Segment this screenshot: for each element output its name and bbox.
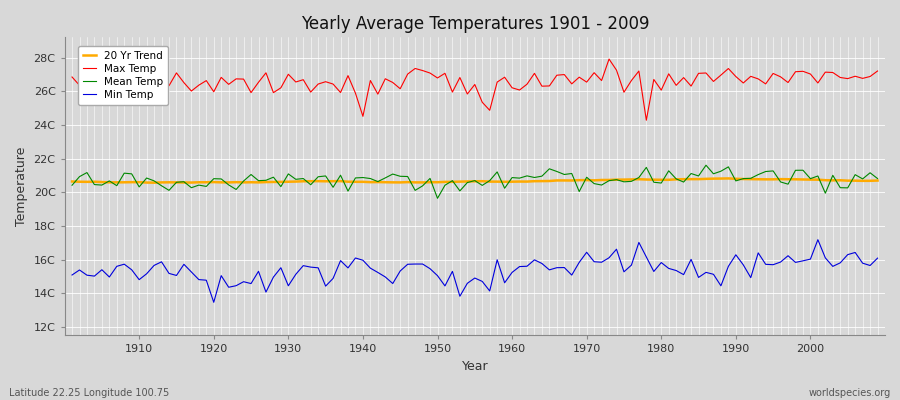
- Mean Temp: [507, 175, 517, 180]
- Max Temp: [291, 80, 302, 84]
- Title: Yearly Average Temperatures 1901 - 2009: Yearly Average Temperatures 1901 - 2009: [301, 15, 649, 33]
- Mean Temp: [335, 173, 346, 178]
- Mean Temp: [291, 177, 302, 182]
- Mean Temp: [67, 183, 77, 188]
- Min Temp: [604, 255, 615, 260]
- Text: Latitude 22.25 Longitude 100.75: Latitude 22.25 Longitude 100.75: [9, 388, 169, 398]
- Mean Temp: [872, 176, 883, 181]
- Legend: 20 Yr Trend, Max Temp, Mean Temp, Min Temp: 20 Yr Trend, Max Temp, Mean Temp, Min Te…: [78, 46, 168, 105]
- X-axis label: Year: Year: [462, 360, 488, 373]
- Min Temp: [298, 263, 309, 268]
- Text: worldspecies.org: worldspecies.org: [809, 388, 891, 398]
- Min Temp: [67, 273, 77, 278]
- 20 Yr Trend: [507, 179, 517, 184]
- Max Temp: [67, 75, 77, 80]
- 20 Yr Trend: [148, 180, 159, 185]
- Max Temp: [507, 85, 517, 90]
- Line: Mean Temp: Mean Temp: [72, 165, 878, 198]
- Max Temp: [596, 78, 607, 83]
- Max Temp: [641, 118, 652, 123]
- 20 Yr Trend: [67, 179, 77, 184]
- Max Temp: [335, 90, 346, 95]
- Max Temp: [872, 69, 883, 74]
- Line: Max Temp: Max Temp: [72, 59, 878, 120]
- Max Temp: [500, 75, 510, 80]
- Min Temp: [514, 264, 525, 269]
- Min Temp: [507, 270, 517, 275]
- Min Temp: [813, 237, 824, 242]
- Max Temp: [126, 74, 137, 78]
- Mean Temp: [514, 176, 525, 180]
- 20 Yr Trend: [343, 179, 354, 184]
- Mean Temp: [126, 172, 137, 176]
- 20 Yr Trend: [723, 176, 734, 181]
- Min Temp: [126, 268, 137, 272]
- Min Temp: [208, 300, 220, 305]
- Line: 20 Yr Trend: 20 Yr Trend: [72, 178, 878, 183]
- 20 Yr Trend: [604, 178, 615, 182]
- Mean Temp: [700, 163, 711, 168]
- 20 Yr Trend: [298, 179, 309, 184]
- Line: Min Temp: Min Temp: [72, 240, 878, 302]
- Min Temp: [343, 266, 354, 270]
- Mean Temp: [604, 178, 615, 183]
- 20 Yr Trend: [514, 179, 525, 184]
- 20 Yr Trend: [872, 178, 883, 183]
- Mean Temp: [432, 196, 443, 201]
- Y-axis label: Temperature: Temperature: [15, 147, 28, 226]
- Max Temp: [604, 57, 615, 62]
- Min Temp: [872, 256, 883, 260]
- 20 Yr Trend: [126, 180, 137, 184]
